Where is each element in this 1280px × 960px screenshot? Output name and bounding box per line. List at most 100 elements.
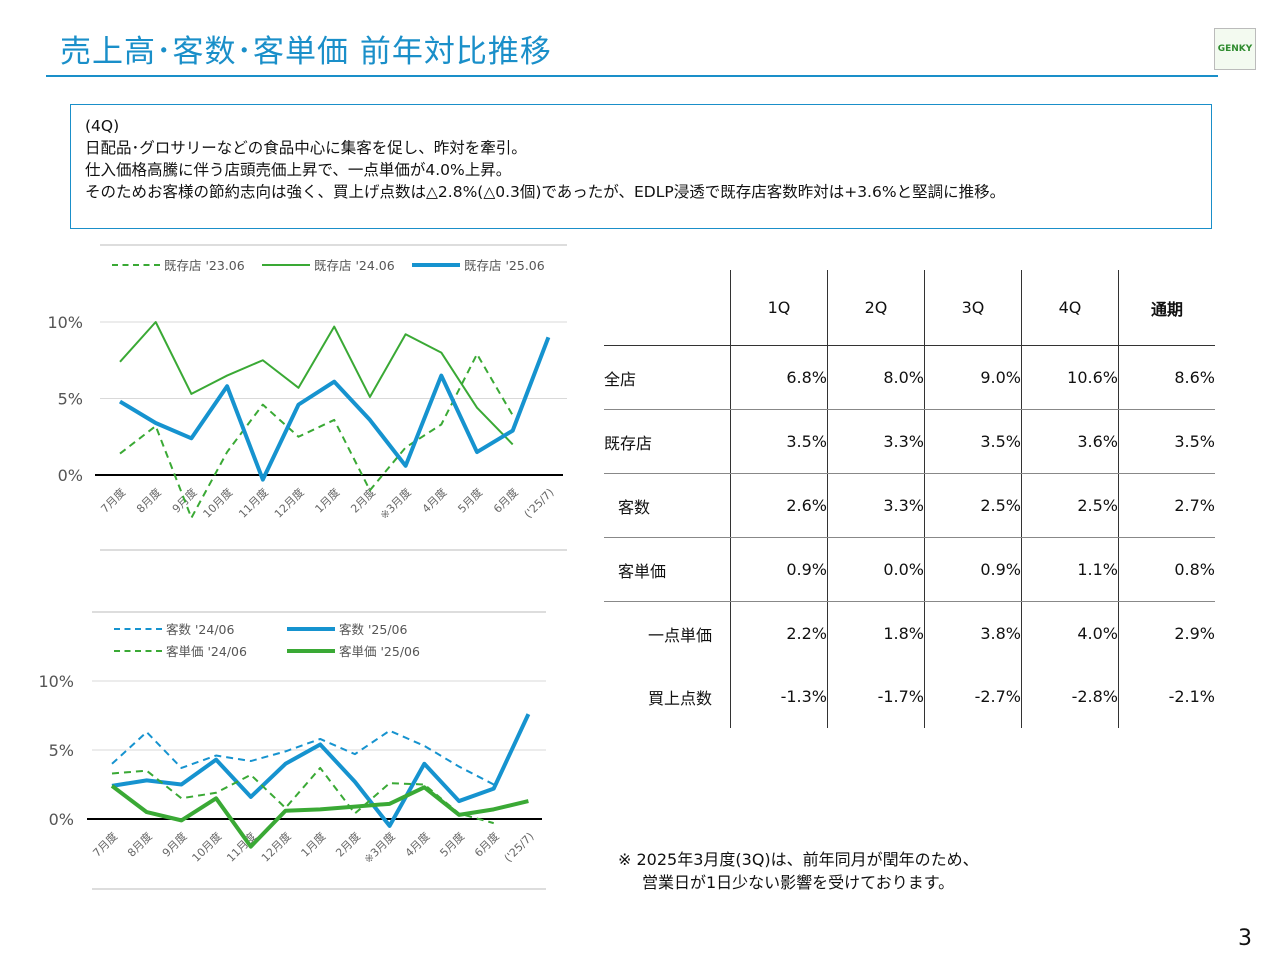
y-tick-label: 0% bbox=[49, 810, 74, 829]
table-cell: 3.8% bbox=[924, 601, 1022, 665]
table-cell: 0.9% bbox=[730, 537, 828, 602]
x-tick-label: 6月度 bbox=[471, 829, 501, 859]
series-line bbox=[118, 336, 551, 482]
page-number: 3 bbox=[1238, 926, 1252, 951]
table-header-row: 1Q 2Q 3Q 4Q 通期 bbox=[604, 270, 1215, 346]
y-tick-label: 5% bbox=[49, 741, 74, 760]
x-tick-label: ('25/7) bbox=[502, 830, 537, 865]
row-label: 全店 bbox=[604, 345, 731, 410]
x-tick-label: 11月度 bbox=[236, 485, 271, 520]
legend-label: 既存店 '23.06 bbox=[164, 258, 245, 273]
table-cell: 2.6% bbox=[730, 473, 828, 538]
row-label: 客単価 bbox=[604, 537, 731, 602]
table-row: 一点単価 2.2% 1.8% 3.8% 4.0% 2.9% bbox=[604, 601, 1215, 665]
column-header: 3Q bbox=[924, 270, 1022, 346]
x-tick-label: 12月度 bbox=[271, 485, 306, 520]
table-cell: 3.5% bbox=[730, 409, 828, 474]
column-header: 2Q bbox=[827, 270, 925, 346]
x-tick-label: 9月度 bbox=[159, 829, 189, 859]
x-tick-label: 6月度 bbox=[490, 485, 520, 515]
x-tick-label: 2月度 bbox=[333, 829, 363, 859]
table-cell: -2.1% bbox=[1118, 665, 1215, 728]
table-cell: 0.9% bbox=[924, 537, 1022, 602]
table-cell: 3.6% bbox=[1021, 409, 1119, 474]
table-cell: 3.3% bbox=[827, 409, 925, 474]
legend-label: 客単価 '25/06 bbox=[339, 644, 420, 659]
y-tick-label: 10% bbox=[38, 672, 74, 691]
logo-text: GENKY bbox=[1217, 44, 1253, 54]
x-tick-label: 5月度 bbox=[455, 485, 485, 515]
x-tick-label: 10月度 bbox=[189, 829, 224, 864]
footnote-line: 営業日が1日少ない影響を受けております。 bbox=[642, 873, 955, 892]
legend-label: 既存店 '24.06 bbox=[314, 258, 395, 273]
y-tick-label: 0% bbox=[58, 466, 83, 485]
legend-label: 客数 '25/06 bbox=[339, 622, 408, 637]
column-header: 4Q bbox=[1021, 270, 1119, 346]
table-cell: 10.6% bbox=[1021, 345, 1119, 410]
table-cell: 8.6% bbox=[1118, 345, 1215, 410]
y-tick-label: 5% bbox=[58, 390, 83, 409]
legend-item: 既存店 '25.06 bbox=[412, 255, 545, 274]
table-cell: 2.7% bbox=[1118, 473, 1215, 538]
table-cell: 3.5% bbox=[1118, 409, 1215, 474]
x-tick-label: 1月度 bbox=[312, 485, 342, 515]
table-cell: 2.5% bbox=[924, 473, 1022, 538]
table-cell: 3.3% bbox=[827, 473, 925, 538]
series-line bbox=[119, 321, 514, 446]
table-cell: 1.8% bbox=[827, 601, 925, 665]
x-tick-label: 8月度 bbox=[124, 829, 154, 859]
legend-label: 既存店 '25.06 bbox=[464, 258, 545, 273]
legend-item: 既存店 '23.06 bbox=[112, 255, 245, 274]
y-tick-label: 10% bbox=[47, 313, 83, 332]
table-row: 全店 6.8% 8.0% 9.0% 10.6% 8.6% bbox=[604, 345, 1215, 410]
legend-item: 客単価 '24/06 bbox=[114, 641, 247, 660]
row-label: 一点単価 bbox=[648, 625, 713, 645]
table-cell: 8.0% bbox=[827, 345, 925, 410]
page-title: 売上高･客数･客単価 前年対比推移 bbox=[60, 34, 552, 70]
table-cell: -2.8% bbox=[1021, 665, 1119, 728]
note-line: 仕入価格高騰に伴う店頭売価上昇で、一点単価が4.0%上昇。 bbox=[85, 161, 512, 179]
row-label: 買上点数 bbox=[648, 688, 713, 708]
table-cell: 0.8% bbox=[1118, 537, 1215, 602]
row-label: 既存店 bbox=[604, 409, 731, 474]
table-row: 客数 2.6% 3.3% 2.5% 2.5% 2.7% bbox=[604, 473, 1215, 538]
x-tick-label: 2月度 bbox=[348, 485, 378, 515]
note-line: そのためお客様の節約志向は強く、買上げ点数は△2.8%(△0.3個)であったが、… bbox=[85, 183, 1006, 201]
x-tick-label: ※3月度 bbox=[377, 485, 414, 522]
table-row: 既存店 3.5% 3.3% 3.5% 3.6% 3.5% bbox=[604, 409, 1215, 474]
table-cell: 1.1% bbox=[1021, 537, 1119, 602]
series-line bbox=[119, 353, 514, 519]
table-cell: 0.0% bbox=[827, 537, 925, 602]
legend-item: 客数 '24/06 bbox=[114, 619, 234, 638]
x-tick-label: 7月度 bbox=[90, 829, 120, 859]
note-line: 日配品･グロサリーなどの食品中心に集客を促し、昨対を牽引。 bbox=[85, 139, 527, 157]
row-label: 客数 bbox=[604, 473, 731, 538]
table-cell: 6.8% bbox=[730, 345, 828, 410]
x-tick-label: ('25/7) bbox=[522, 486, 557, 521]
existing-store-sales-chart: 0%5%10%7月度 8月度 9月度 10月度 11月度 12月度 1月度 2月度 ※3月度 4月… bbox=[47, 244, 567, 551]
company-logo: GENKY bbox=[1214, 28, 1256, 70]
table-cell: 2.5% bbox=[1021, 473, 1119, 538]
x-tick-label: 4月度 bbox=[402, 829, 432, 859]
legend-item: 客数 '25/06 bbox=[287, 619, 407, 638]
x-tick-label: 4月度 bbox=[419, 485, 449, 515]
table-cell: -1.7% bbox=[827, 665, 925, 728]
yoy-table: 1Q 2Q 3Q 4Q 通期 全店 6.8% 8.0% 9.0% 10.6% 8.6% 既存… bbox=[604, 270, 1215, 728]
table-cell: -1.3% bbox=[730, 665, 828, 728]
note-line: (4Q) bbox=[85, 117, 120, 135]
footnote-line: ※ 2025年3月度(3Q)は、前年同月が閏年のため、 bbox=[618, 850, 979, 869]
column-header: 通期 bbox=[1118, 270, 1215, 346]
column-header bbox=[604, 270, 731, 346]
title-divider bbox=[46, 75, 1218, 77]
x-tick-label: ※3月度 bbox=[361, 829, 398, 866]
x-tick-label: 1月度 bbox=[298, 829, 328, 859]
x-tick-label: 7月度 bbox=[98, 485, 128, 515]
x-tick-label: 5月度 bbox=[437, 829, 467, 859]
legend-item: 既存店 '24.06 bbox=[262, 255, 395, 274]
table-cell: 2.2% bbox=[730, 601, 828, 665]
legend-label: 客数 '24/06 bbox=[166, 622, 235, 637]
column-header: 1Q bbox=[730, 270, 828, 346]
table-cell: 4.0% bbox=[1021, 601, 1119, 665]
table-cell: 9.0% bbox=[924, 345, 1022, 410]
table-cell: 3.5% bbox=[924, 409, 1022, 474]
